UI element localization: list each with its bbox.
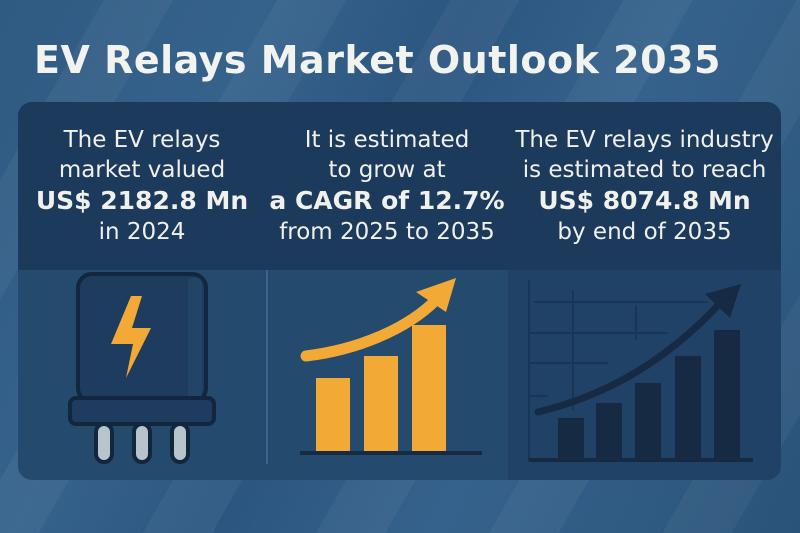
card-highlight-value: US$ 2182.8 Mn [35, 186, 249, 215]
card-line: The EV relays industry [515, 127, 774, 153]
card-market-value-2024: The EV relays market valued US$ 2182.8 M… [18, 102, 266, 480]
card-text: The EV relays industry is estimated to r… [508, 102, 781, 270]
card-text: It is estimated to grow at a CAGR of 12.… [266, 102, 508, 270]
card-illustration [508, 270, 781, 480]
card-market-value-2035: The EV relays industry is estimated to r… [508, 102, 781, 480]
card-line: to grow at [328, 157, 446, 183]
card-highlight-value: US$ 8074.8 Mn [538, 186, 751, 215]
page-title: EV Relays Market Outlook 2035 [34, 38, 721, 82]
card-line: market valued [58, 157, 226, 183]
card-line: The EV relays [63, 127, 221, 153]
relay-lightning-icon [68, 272, 216, 464]
card-text: The EV relays market valued US$ 2182.8 M… [18, 102, 266, 270]
trend-chart-arrow-icon [528, 280, 753, 462]
card-illustration [18, 270, 266, 480]
card-footer: by end of 2035 [557, 219, 732, 245]
card-cagr: It is estimated to grow at a CAGR of 12.… [266, 102, 508, 480]
card-line: It is estimated [304, 127, 470, 153]
card-line: is estimated to reach [522, 157, 767, 183]
card-footer: in 2024 [98, 219, 186, 245]
stats-panel: The EV relays market valued US$ 2182.8 M… [18, 102, 781, 480]
growth-bar-chart-icon [300, 278, 482, 455]
card-illustration [266, 270, 508, 480]
card-footer: from 2025 to 2035 [279, 219, 495, 245]
card-highlight-value: a CAGR of 12.7% [269, 186, 505, 215]
column-divider [266, 118, 268, 464]
